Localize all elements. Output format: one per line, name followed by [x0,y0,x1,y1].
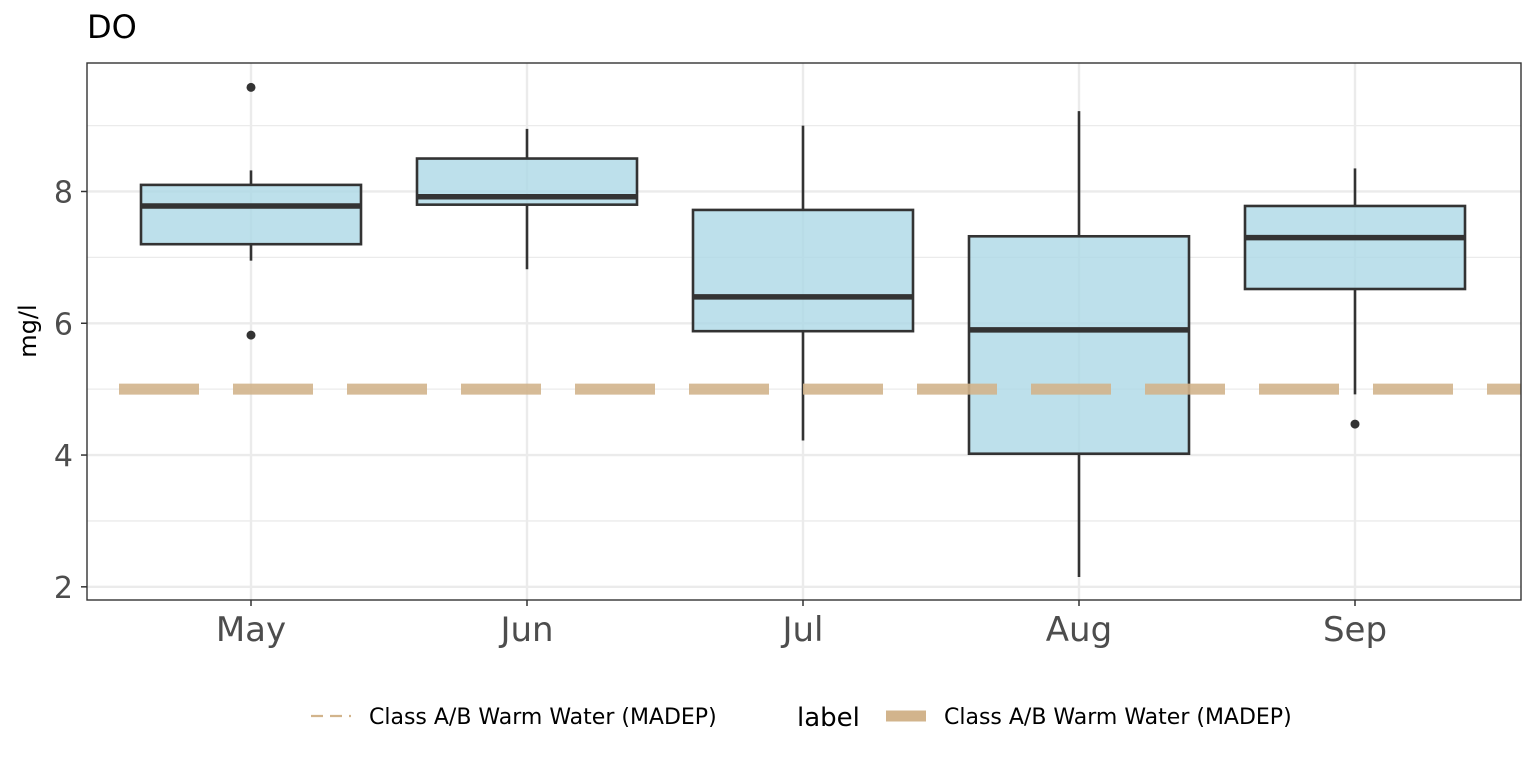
legend-entry-label: Class A/B Warm Water (MADEP) [944,705,1292,730]
box-layer [139,82,1467,577]
box-sep [1243,168,1467,429]
outlier-point [246,82,256,92]
box-aug [967,111,1191,577]
x-tick-layer: May Jun Jul Aug Sep [216,600,1387,650]
x-tick-label: Aug [1046,610,1112,650]
plot-panel-border [86,62,1522,601]
x-tick-label: Jun [498,610,553,650]
y-tick-label: 6 [54,307,73,342]
outlier-point [246,330,256,340]
chart-title: DO [87,8,137,46]
y-tick-layer: 2 4 6 8 [54,175,87,606]
x-tick-label: Jul [780,610,823,650]
box-may [139,82,363,340]
x-tick-label: Sep [1323,610,1387,650]
box-jun [415,128,639,270]
box-jul [691,125,915,441]
legend-entry-label: Class A/B Warm Water (MADEP) [369,705,717,730]
box-iqr [967,234,1191,456]
outlier-point [1350,419,1360,429]
box-iqr [1243,204,1467,291]
legend-title: label [797,703,860,733]
y-tick-label: 8 [54,175,73,210]
y-axis-label: mg/l [14,304,42,357]
y-tick-label: 4 [54,439,73,474]
y-tick-label: 2 [54,571,73,606]
x-tick-label: May [216,610,286,650]
box-iqr [139,183,363,246]
box-iqr [691,208,915,333]
legend: Class A/B Warm Water (MADEP) label Class A… [311,703,1292,733]
